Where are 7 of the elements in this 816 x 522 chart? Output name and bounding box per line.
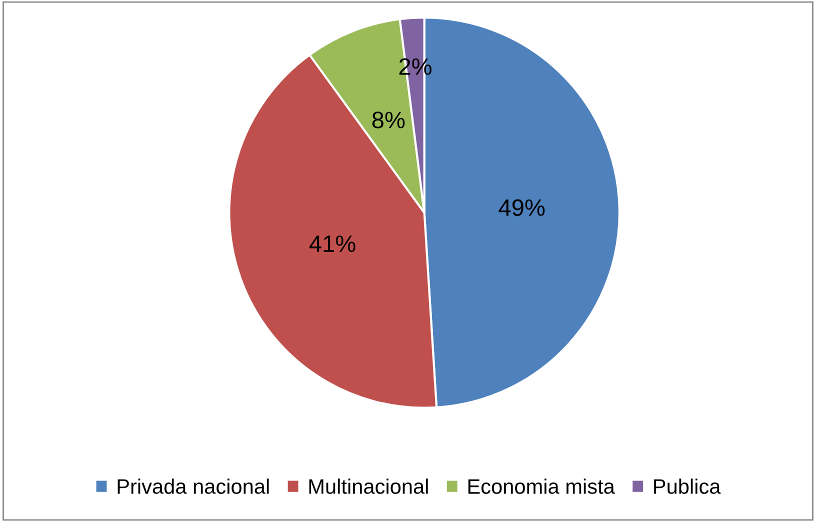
legend-label: Multinacional <box>309 478 428 494</box>
legend-label: Privada nacional <box>118 478 269 494</box>
data-label: 8% <box>372 112 405 128</box>
data-label: 41% <box>309 235 356 252</box>
data-label: 49% <box>498 199 545 216</box>
legend-label: Publica <box>654 478 721 494</box>
legend-label: Economia mista <box>468 478 615 494</box>
